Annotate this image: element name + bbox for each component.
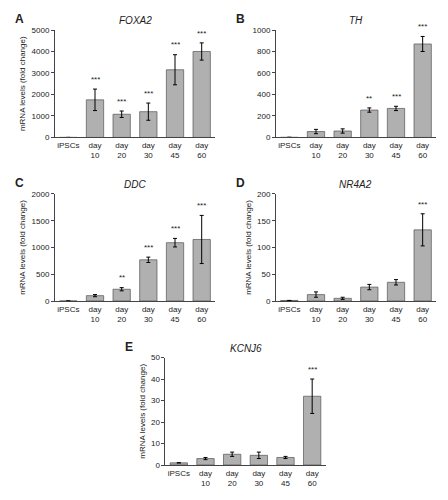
svg-text:day20: day20: [115, 305, 128, 324]
svg-text:E: E: [125, 340, 133, 354]
svg-text:400: 400: [257, 90, 271, 99]
svg-text:TH: TH: [349, 15, 363, 26]
svg-text:day30: day30: [363, 305, 376, 324]
svg-text:***: ***: [144, 243, 153, 252]
svg-text:day45: day45: [279, 469, 292, 488]
svg-text:day20: day20: [336, 305, 349, 324]
svg-text:**: **: [119, 273, 125, 282]
svg-text:0: 0: [266, 297, 271, 306]
svg-text:day60: day60: [195, 141, 208, 160]
svg-text:mRNA levels (fold change): mRNA levels (fold change): [18, 200, 27, 295]
svg-text:B: B: [236, 12, 245, 26]
svg-text:1500: 1500: [32, 217, 50, 226]
svg-text:iPSCs: iPSCs: [57, 141, 79, 150]
svg-text:***: ***: [144, 89, 153, 98]
svg-text:***: ***: [418, 22, 427, 31]
svg-text:0: 0: [266, 133, 271, 142]
svg-text:day60: day60: [416, 141, 429, 160]
svg-text:***: ***: [171, 224, 180, 233]
svg-text:10: 10: [151, 439, 160, 448]
svg-text:20: 20: [151, 418, 160, 427]
svg-text:600: 600: [257, 69, 271, 78]
svg-text:day30: day30: [252, 469, 265, 488]
svg-text:**: **: [366, 94, 372, 103]
svg-text:200: 200: [257, 190, 271, 199]
svg-text:day10: day10: [89, 305, 102, 324]
svg-text:day30: day30: [142, 141, 155, 160]
svg-text:iPSCs: iPSCs: [168, 469, 190, 478]
svg-text:200: 200: [257, 112, 271, 121]
svg-text:***: ***: [171, 40, 180, 49]
svg-text:day10: day10: [89, 141, 102, 160]
svg-text:day10: day10: [199, 469, 212, 488]
svg-text:D: D: [236, 176, 245, 190]
svg-text:iPSCs: iPSCs: [278, 141, 300, 150]
svg-text:50: 50: [151, 353, 160, 362]
svg-text:day20: day20: [336, 141, 349, 160]
svg-text:***: ***: [392, 92, 401, 101]
svg-text:150: 150: [257, 217, 271, 226]
svg-text:100: 100: [257, 243, 271, 252]
svg-text:day10: day10: [310, 305, 323, 324]
svg-text:iPSCs: iPSCs: [278, 305, 300, 314]
svg-text:***: ***: [91, 75, 100, 84]
svg-text:day60: day60: [306, 469, 319, 488]
svg-text:1000: 1000: [32, 112, 50, 121]
svg-text:***: ***: [197, 29, 206, 38]
svg-text:day45: day45: [169, 141, 182, 160]
svg-text:0: 0: [45, 297, 50, 306]
svg-text:***: ***: [418, 200, 427, 209]
svg-text:***: ***: [117, 97, 126, 106]
svg-text:A: A: [15, 12, 24, 26]
svg-text:2000: 2000: [32, 90, 50, 99]
svg-text:4000: 4000: [32, 47, 50, 56]
svg-text:***: ***: [197, 201, 206, 210]
svg-text:0: 0: [155, 461, 160, 470]
svg-text:day20: day20: [115, 141, 128, 160]
svg-text:30: 30: [151, 396, 160, 405]
svg-text:2000: 2000: [32, 190, 50, 199]
svg-text:KCNJ6: KCNJ6: [230, 343, 262, 354]
svg-text:DDC: DDC: [124, 179, 146, 190]
svg-text:day30: day30: [363, 141, 376, 160]
svg-text:FOXA2: FOXA2: [119, 15, 152, 26]
svg-text:800: 800: [257, 47, 271, 56]
svg-text:3000: 3000: [32, 69, 50, 78]
svg-text:day45: day45: [390, 305, 403, 324]
svg-text:40: 40: [151, 375, 160, 384]
svg-text:mRNA levels (fold change): mRNA levels (fold change): [138, 364, 147, 459]
svg-text:50: 50: [261, 270, 270, 279]
svg-text:day60: day60: [195, 305, 208, 324]
svg-text:day45: day45: [390, 141, 403, 160]
svg-text:1000: 1000: [32, 243, 50, 252]
svg-text:day60: day60: [416, 305, 429, 324]
svg-text:500: 500: [36, 270, 50, 279]
svg-text:1000: 1000: [253, 26, 271, 35]
svg-text:5000: 5000: [32, 26, 50, 35]
svg-text:C: C: [15, 176, 24, 190]
svg-text:day30: day30: [142, 305, 155, 324]
svg-text:***: ***: [308, 365, 317, 374]
svg-text:mRNA levels (fold change): mRNA levels (fold change): [18, 36, 27, 131]
svg-text:day45: day45: [169, 305, 182, 324]
svg-text:iPSCs: iPSCs: [57, 305, 79, 314]
svg-text:day10: day10: [310, 141, 323, 160]
svg-text:0: 0: [45, 133, 50, 142]
svg-text:day20: day20: [226, 469, 239, 488]
svg-text:NR4A2: NR4A2: [339, 179, 372, 190]
svg-text:mRNA levels (fold change): mRNA levels (fold change): [244, 200, 253, 295]
